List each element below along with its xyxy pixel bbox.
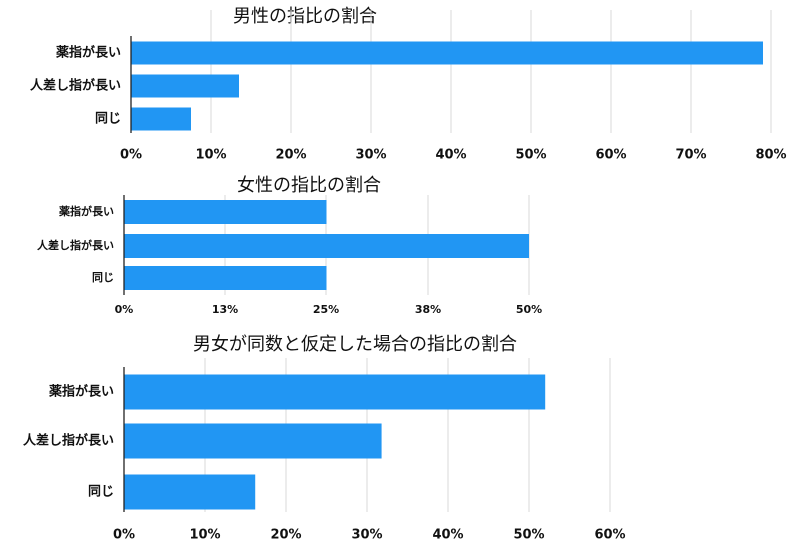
category-label: 同じ [95,112,121,127]
combined-finger-ratio-chart: 男女が同数と仮定した場合の指比の割合 薬指が長い人差し指が長い同じ 0% 10% 20… [0,320,800,555]
tick-label: 38% [415,303,441,316]
tick-label: 13% [212,303,238,316]
category-label: 人差し指が長い [37,238,114,252]
tick-label: 25% [313,303,339,316]
bar [124,423,382,459]
bar [131,107,191,131]
chart-title: 男女が同数と仮定した場合の指比の割合 [193,334,517,355]
tick-label: 50% [513,528,544,543]
category-label: 人差し指が長い [23,433,114,449]
bar [131,41,763,65]
category-label: 人差し指が長い [30,78,121,94]
tick-label: 0% [113,528,135,543]
category-label: 薬指が長い [55,45,121,61]
category-label: 同じ [88,485,114,500]
tick-label: 70% [675,148,706,163]
category-label: 薬指が長い [59,204,114,218]
tick-label: 30% [351,528,382,543]
tick-label: 20% [275,148,306,163]
tick-label: 60% [594,528,625,543]
bar [124,266,327,290]
category-label: 同じ [92,271,114,284]
tick-label: 50% [516,303,542,316]
female-finger-ratio-chart: 女性の指比の割合 薬指が長い人差し指が長い同じ 0% 13% 25% 38% 50% [0,165,800,320]
tick-label: 20% [270,528,301,543]
bar [131,74,239,98]
chart-title: 女性の指比の割合 [237,175,381,196]
tick-label: 0% [120,148,142,163]
tick-label: 50% [515,148,546,163]
tick-label: 60% [595,148,626,163]
bar [124,474,256,510]
chart-title: 男性の指比の割合 [233,6,377,27]
category-label: 薬指が長い [48,384,114,400]
tick-label: 40% [435,148,466,163]
bar [124,200,327,224]
tick-label: 30% [355,148,386,163]
tick-label: 0% [115,303,134,316]
bar [124,374,546,410]
bar [124,234,529,258]
tick-label: 40% [432,528,463,543]
tick-label: 10% [189,528,220,543]
tick-label: 80% [755,148,786,163]
tick-label: 10% [195,148,226,163]
male-finger-ratio-chart: 男性の指比の割合 薬指が長い人差し指が長い同じ 0% 10% 20% 30% 40% 50%… [0,0,800,165]
